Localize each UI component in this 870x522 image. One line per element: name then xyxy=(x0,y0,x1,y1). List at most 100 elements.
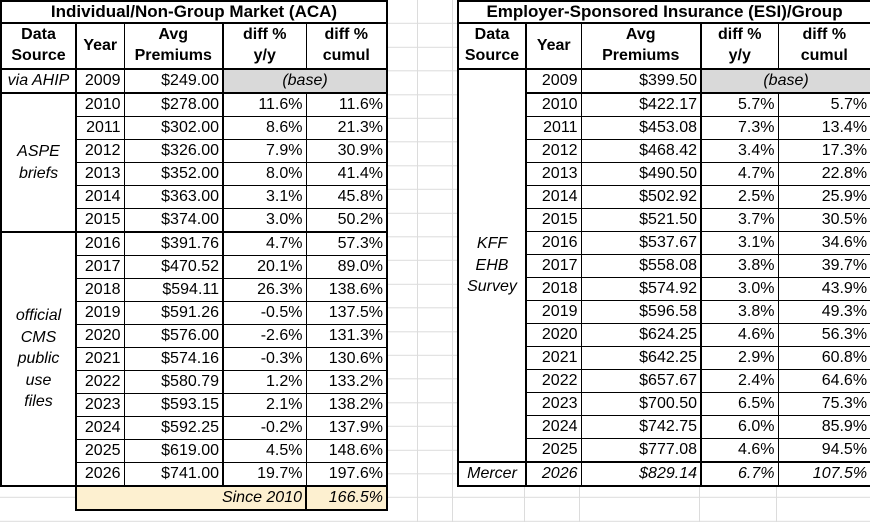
year-cell[interactable]: 2025 xyxy=(525,438,582,463)
diff-yy-cell[interactable]: 19.7% xyxy=(222,462,307,487)
col-header-source[interactable]: Data Source xyxy=(457,22,527,70)
premium-cell[interactable]: $558.08 xyxy=(580,254,702,278)
diff-cumul-cell[interactable]: 45.8% xyxy=(305,185,389,209)
premium-cell[interactable]: $592.25 xyxy=(123,416,224,440)
diff-cumul-cell[interactable]: 94.5% xyxy=(777,438,870,463)
year-cell[interactable]: 2010 xyxy=(525,92,582,117)
year-cell[interactable]: 2016 xyxy=(75,231,125,256)
diff-yy-cell[interactable]: 2.1% xyxy=(222,393,307,417)
premium-cell[interactable]: $521.50 xyxy=(580,208,702,232)
diff-yy-cell[interactable]: 26.3% xyxy=(222,278,307,302)
col-header-diff-cumul[interactable]: diff % cumul xyxy=(777,22,870,70)
data-source-cell[interactable]: official CMS public use files xyxy=(0,231,77,487)
col-header-year[interactable]: Year xyxy=(525,22,582,70)
sheet-empty-cell[interactable] xyxy=(1,485,76,510)
premium-cell[interactable]: $422.17 xyxy=(580,92,702,117)
diff-cumul-cell[interactable]: 41.4% xyxy=(305,162,389,186)
footer-value-cell[interactable]: 166.5% xyxy=(304,485,389,511)
premium-cell[interactable]: $326.00 xyxy=(123,139,224,163)
year-cell[interactable]: 2014 xyxy=(525,185,582,209)
diff-cumul-cell[interactable]: 30.5% xyxy=(777,208,870,232)
year-cell[interactable]: 2018 xyxy=(525,277,582,301)
diff-yy-cell[interactable]: 1.2% xyxy=(222,370,307,394)
diff-cumul-cell[interactable]: 89.0% xyxy=(305,255,389,279)
premium-cell[interactable]: $596.58 xyxy=(580,300,702,324)
premium-cell[interactable]: $249.00 xyxy=(123,68,224,94)
year-cell[interactable]: 2012 xyxy=(525,139,582,163)
base-note-cell[interactable]: (base) xyxy=(222,68,389,94)
diff-cumul-cell[interactable]: 75.3% xyxy=(777,392,870,416)
diff-yy-cell[interactable]: 4.5% xyxy=(222,439,307,463)
premium-cell[interactable]: $302.00 xyxy=(123,116,224,140)
diff-yy-cell[interactable]: 2.5% xyxy=(700,185,779,209)
year-cell[interactable]: 2026 xyxy=(525,461,582,487)
diff-yy-cell[interactable]: 7.3% xyxy=(700,116,779,140)
col-header-diff-yy[interactable]: diff % y/y xyxy=(222,22,307,70)
diff-cumul-cell[interactable]: 21.3% xyxy=(305,116,389,140)
diff-cumul-cell[interactable]: 17.3% xyxy=(777,139,870,163)
year-cell[interactable]: 2009 xyxy=(525,68,582,94)
diff-yy-cell[interactable]: 11.6% xyxy=(222,92,307,117)
premium-cell[interactable]: $580.79 xyxy=(123,370,224,394)
col-header-diff-cumul[interactable]: diff % cumul xyxy=(305,22,389,70)
diff-yy-cell[interactable]: 7.9% xyxy=(222,139,307,163)
diff-cumul-cell[interactable]: 57.3% xyxy=(305,231,389,256)
diff-cumul-cell[interactable]: 49.3% xyxy=(777,300,870,324)
diff-yy-cell[interactable]: -0.3% xyxy=(222,347,307,371)
diff-yy-cell[interactable]: 2.4% xyxy=(700,369,779,393)
diff-cumul-cell[interactable]: 39.7% xyxy=(777,254,870,278)
year-cell[interactable]: 2011 xyxy=(75,116,125,140)
diff-cumul-cell[interactable]: 22.8% xyxy=(777,162,870,186)
diff-yy-cell[interactable]: 6.5% xyxy=(700,392,779,416)
diff-yy-cell[interactable]: -2.6% xyxy=(222,324,307,348)
diff-yy-cell[interactable]: 3.0% xyxy=(700,277,779,301)
aca-table-title[interactable]: Individual/Non-Group Market (ACA) xyxy=(0,0,389,24)
col-header-diff-yy[interactable]: diff % y/y xyxy=(700,22,779,70)
premium-cell[interactable]: $576.00 xyxy=(123,324,224,348)
diff-cumul-cell[interactable]: 13.4% xyxy=(777,116,870,140)
year-cell[interactable]: 2020 xyxy=(525,323,582,347)
year-cell[interactable]: 2021 xyxy=(75,347,125,371)
premium-cell[interactable]: $741.00 xyxy=(123,462,224,487)
premium-cell[interactable]: $619.00 xyxy=(123,439,224,463)
premium-cell[interactable]: $391.76 xyxy=(123,231,224,256)
premium-cell[interactable]: $642.25 xyxy=(580,346,702,370)
premium-cell[interactable]: $470.52 xyxy=(123,255,224,279)
diff-yy-cell[interactable]: 8.0% xyxy=(222,162,307,186)
year-cell[interactable]: 2024 xyxy=(525,415,582,439)
diff-yy-cell[interactable]: 3.4% xyxy=(700,139,779,163)
premium-cell[interactable]: $829.14 xyxy=(580,461,702,487)
diff-yy-cell[interactable]: 3.8% xyxy=(700,300,779,324)
footer-label-cell[interactable]: Since 2010 xyxy=(75,485,307,511)
year-cell[interactable]: 2025 xyxy=(75,439,125,463)
year-cell[interactable]: 2023 xyxy=(525,392,582,416)
col-header-year[interactable]: Year xyxy=(75,22,125,70)
diff-cumul-cell[interactable]: 137.5% xyxy=(305,301,389,325)
diff-cumul-cell[interactable]: 138.2% xyxy=(305,393,389,417)
diff-cumul-cell[interactable]: 133.2% xyxy=(305,370,389,394)
premium-cell[interactable]: $278.00 xyxy=(123,92,224,117)
year-cell[interactable]: 2017 xyxy=(75,255,125,279)
year-cell[interactable]: 2019 xyxy=(525,300,582,324)
year-cell[interactable]: 2012 xyxy=(75,139,125,163)
diff-yy-cell[interactable]: 4.6% xyxy=(700,323,779,347)
diff-yy-cell[interactable]: 3.7% xyxy=(700,208,779,232)
col-header-premiums[interactable]: Avg Premiums xyxy=(580,22,702,70)
premium-cell[interactable]: $490.50 xyxy=(580,162,702,186)
diff-yy-cell[interactable]: -0.2% xyxy=(222,416,307,440)
diff-cumul-cell[interactable]: 34.6% xyxy=(777,231,870,255)
year-cell[interactable]: 2011 xyxy=(525,116,582,140)
year-cell[interactable]: 2013 xyxy=(525,162,582,186)
year-cell[interactable]: 2015 xyxy=(525,208,582,232)
year-cell[interactable]: 2023 xyxy=(75,393,125,417)
year-cell[interactable]: 2021 xyxy=(525,346,582,370)
year-cell[interactable]: 2026 xyxy=(75,462,125,487)
esi-table-title[interactable]: Employer-Sponsored Insurance (ESI)/Group xyxy=(456,0,870,24)
data-source-cell[interactable]: Mercer xyxy=(457,461,527,487)
premium-cell[interactable]: $742.75 xyxy=(580,415,702,439)
diff-cumul-cell[interactable]: 11.6% xyxy=(305,92,389,117)
diff-yy-cell[interactable]: 8.6% xyxy=(222,116,307,140)
year-cell[interactable]: 2017 xyxy=(525,254,582,278)
diff-cumul-cell[interactable]: 43.9% xyxy=(777,277,870,301)
diff-cumul-cell[interactable]: 64.6% xyxy=(777,369,870,393)
